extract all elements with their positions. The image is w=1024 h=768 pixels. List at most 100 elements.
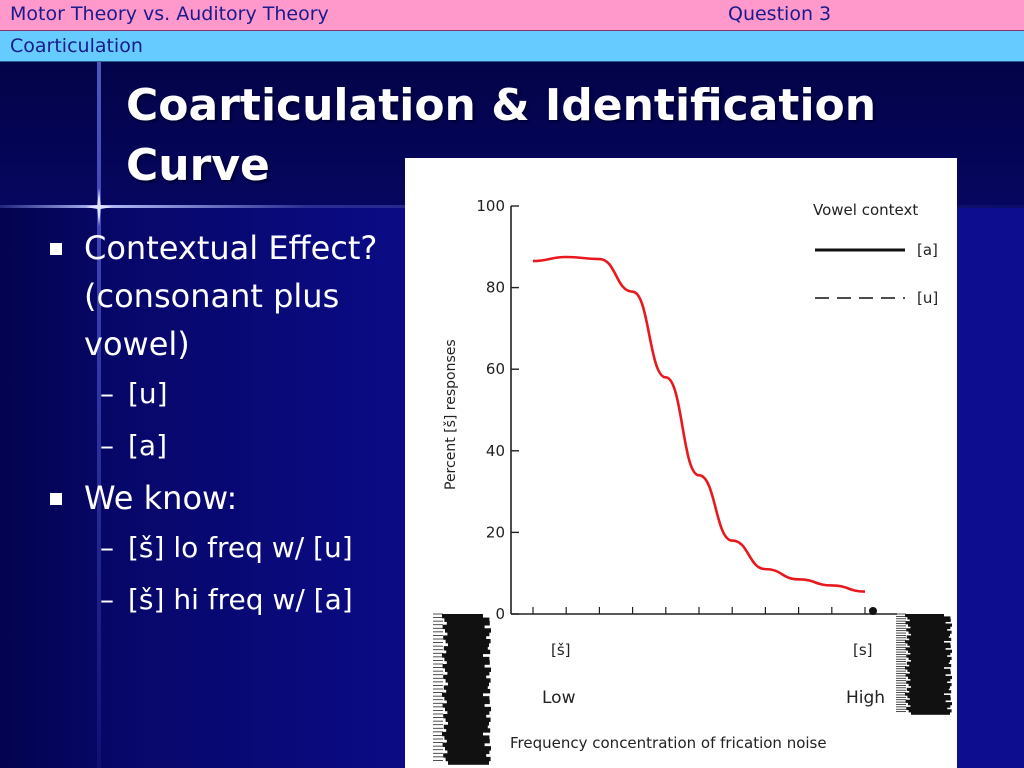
sub-bullet-item: – [u]: [44, 368, 414, 420]
spectrogram-stripe: [447, 749, 490, 755]
spectrogram-stripe: [909, 690, 952, 694]
spectrogram-stripe: [446, 649, 491, 655]
course-title: Motor Theory vs. Auditory Theory: [10, 3, 329, 25]
spectrogram-stripe: [907, 616, 951, 620]
spectrogram-stripe: [905, 614, 944, 618]
spectrogram-stripe: [909, 644, 951, 649]
spectrogram-stripe: [442, 703, 485, 708]
spectrogram-stripe: [442, 614, 483, 619]
spectrogram-stripe: [909, 664, 952, 668]
spectrogram-stripe: [446, 621, 490, 626]
spectrogram-stripe: [443, 674, 487, 680]
slide-title-line-1: Coarticulation & Identification: [126, 80, 877, 131]
spectrogram-left: [433, 613, 491, 765]
spectrogram-stripe: [911, 659, 950, 663]
spectrogram-stripe: [442, 664, 485, 669]
spectrogram-stripe: [906, 654, 948, 658]
spectrogram-stripe: [442, 653, 483, 658]
spectrogram-stripe: [444, 617, 490, 622]
sub-bullet-text: [š] hi freq w/ [a]: [128, 583, 353, 616]
spectrogram-stripe: [906, 706, 948, 711]
spectrogram-stripe: [910, 652, 951, 656]
spectrogram-stripe: [906, 635, 949, 639]
sub-bullet-item: – [š] lo freq w/ [u]: [44, 522, 414, 574]
end-marker: [869, 607, 877, 615]
slide-title-line-2: Curve: [126, 140, 270, 191]
square-bullet-icon: [50, 243, 62, 255]
bullet-line: vowel): [84, 325, 190, 363]
y-tick-label: 100: [476, 197, 505, 215]
bullet-line: (consonant plus: [84, 277, 340, 315]
spectrogram-stripe: [911, 633, 950, 637]
spectrogram-stripe: [442, 624, 485, 630]
chart-axes: [510, 206, 897, 615]
spectrogram-stripe: [444, 735, 490, 740]
spectrogram-stripe: [445, 717, 491, 722]
spectrogram-stripe: [905, 692, 944, 696]
dash-bullet: –: [100, 583, 114, 616]
bullet-item: Contextual Effect? (consonant plus vowel…: [44, 224, 414, 368]
spectrogram-stripe: [908, 623, 952, 627]
spectrogram-stripe: [909, 637, 952, 641]
header-section-bar: Coarticulation: [0, 31, 1024, 62]
identification-chart: 0 20 40 60 80 100 Percent [š] responses Vowel…: [433, 197, 952, 765]
bullet-list: Contextual Effect? (consonant plus vowel…: [44, 224, 414, 626]
sub-bullet-item: – [a]: [44, 420, 414, 472]
spectrogram-stripe: [905, 699, 946, 703]
square-bullet-icon: [50, 493, 62, 505]
spectrogram-stripe: [910, 678, 951, 682]
sub-bullet-item: – [š] hi freq w/ [a]: [44, 574, 414, 626]
x-endpoint-label-right: [s]: [853, 641, 873, 659]
spectrogram-stripe: [443, 724, 488, 730]
y-tick-label: 40: [486, 442, 505, 460]
spectrogram-stripe: [907, 668, 951, 672]
spectrogram-stripe: [442, 692, 483, 697]
legend-label-u: [u]: [917, 289, 938, 307]
legend-title: Vowel context: [813, 201, 918, 219]
y-tick-label: 60: [486, 360, 505, 378]
spectrogram-stripe: [445, 756, 491, 762]
spectrogram-stripe: [911, 685, 950, 689]
x-low-label: Low: [542, 688, 576, 708]
spectrogram-stripe: [909, 618, 951, 622]
header-course-bar: Motor Theory vs. Auditory Theory Questio…: [0, 0, 1024, 31]
spectrogram-stripe: [905, 640, 944, 644]
identification-curve-figure: 0 20 40 60 80 100 Percent [š] responses Vowel…: [405, 158, 957, 768]
x-endpoint-label-left: [š]: [551, 641, 571, 659]
spectrogram-stripe: [910, 704, 951, 708]
spectrogram-right: [896, 613, 952, 715]
spectrogram-stripe: [905, 647, 946, 651]
spectrogram-stripe: [908, 656, 952, 661]
spectrogram-stripe: [906, 628, 948, 632]
dash-bullet: –: [100, 531, 114, 564]
spectrogram-stripe: [908, 709, 952, 713]
spectrogram-stripe: [909, 697, 951, 701]
spectrogram-stripe: [445, 706, 491, 712]
x-axis-label: Frequency concentration of frication noi…: [510, 734, 827, 752]
spectrogram-stripe: [443, 714, 487, 719]
spectrogram-stripe: [443, 753, 487, 758]
y-tick-label: 20: [486, 523, 505, 541]
spectrogram-stripe: [907, 642, 951, 646]
spectrogram-stripe: [908, 675, 952, 680]
spectrogram-stripe: [448, 760, 489, 765]
series-line-a: [532, 255, 866, 593]
spectrogram-stripe: [447, 631, 490, 637]
spectrogram-stripe: [443, 685, 488, 690]
sub-bullet-text: [a]: [128, 429, 168, 462]
bullet-line: We know:: [84, 479, 238, 517]
bullet-line: Contextual Effect?: [84, 229, 378, 267]
spectrogram-stripe: [447, 671, 490, 676]
spectrogram-stripe: [445, 667, 491, 672]
spectrogram-stripe: [445, 639, 491, 644]
sparkle-icon: [86, 188, 112, 226]
spectrogram-stripe: [448, 642, 489, 647]
x-high-label: High: [846, 688, 885, 708]
spectrogram-stripe: [446, 689, 491, 694]
spectrogram-stripe: [446, 660, 490, 665]
spectrogram-stripe: [444, 656, 490, 662]
y-axis-label: Percent [š] responses: [443, 339, 459, 490]
legend-label-a: [a]: [917, 241, 938, 259]
dash-bullet: –: [100, 377, 114, 410]
spectrogram-stripe: [905, 673, 946, 677]
